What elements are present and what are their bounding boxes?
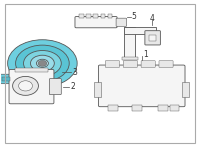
Ellipse shape	[38, 60, 47, 66]
Bar	[93, 14, 98, 18]
Ellipse shape	[16, 45, 69, 81]
Text: 5: 5	[132, 12, 137, 21]
FancyBboxPatch shape	[141, 61, 155, 67]
FancyBboxPatch shape	[98, 65, 185, 107]
Ellipse shape	[30, 55, 54, 71]
Text: 1: 1	[144, 50, 148, 59]
Bar	[86, 14, 91, 18]
Bar	[122, 57, 138, 60]
FancyBboxPatch shape	[123, 61, 137, 67]
FancyBboxPatch shape	[124, 27, 156, 34]
Bar	[132, 105, 142, 111]
Bar	[170, 105, 179, 111]
FancyBboxPatch shape	[124, 27, 135, 59]
FancyBboxPatch shape	[116, 18, 127, 26]
Circle shape	[19, 81, 32, 91]
Bar	[79, 14, 84, 18]
FancyBboxPatch shape	[0, 74, 22, 84]
Bar	[94, 82, 101, 97]
Bar	[149, 35, 156, 41]
Ellipse shape	[8, 40, 77, 87]
Text: 3: 3	[72, 67, 77, 77]
FancyBboxPatch shape	[145, 31, 160, 45]
FancyBboxPatch shape	[159, 61, 173, 67]
FancyBboxPatch shape	[75, 17, 117, 28]
Circle shape	[13, 76, 38, 95]
FancyBboxPatch shape	[105, 61, 119, 67]
Bar	[2, 77, 10, 81]
FancyBboxPatch shape	[9, 69, 54, 104]
Text: 2: 2	[70, 82, 75, 91]
Ellipse shape	[36, 59, 48, 67]
Bar	[108, 105, 118, 111]
Bar	[108, 14, 112, 18]
Text: 4: 4	[150, 14, 155, 23]
Ellipse shape	[24, 51, 61, 76]
FancyBboxPatch shape	[49, 79, 61, 95]
Bar	[101, 14, 105, 18]
Bar	[158, 105, 168, 111]
Bar	[182, 82, 189, 97]
Bar	[15, 68, 48, 72]
